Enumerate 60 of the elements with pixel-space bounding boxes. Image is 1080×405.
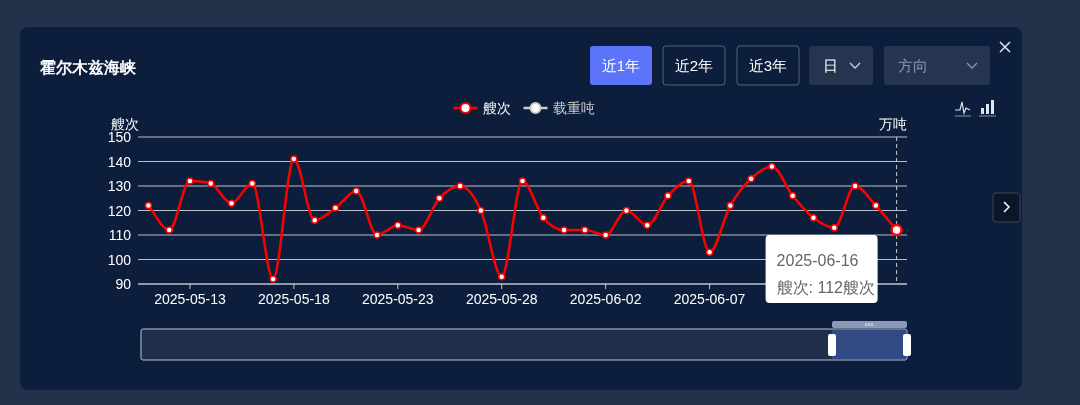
point — [851, 182, 859, 190]
point — [165, 226, 173, 234]
y-tick-label: 100 — [107, 251, 132, 268]
y2-axis-title: 万吨 — [879, 116, 907, 132]
point — [788, 192, 797, 200]
point — [809, 214, 818, 222]
x-tick-label: 2025-05-18 — [258, 291, 330, 307]
control: 近2年 — [662, 45, 726, 86]
y-axis-title: 艘次 — [111, 116, 139, 132]
point — [435, 194, 444, 202]
point — [352, 187, 360, 195]
tooltip: 2025-06-16 艘次: 112艘次 — [765, 235, 878, 304]
control: 近3年 — [736, 45, 800, 86]
point — [518, 177, 527, 185]
y-tick-label: 130 — [107, 178, 132, 194]
x-tick-label: 2025-06-02 — [569, 291, 642, 307]
point — [310, 216, 319, 225]
point — [206, 179, 215, 188]
chart-title: 霍尔木兹海峡 — [39, 59, 137, 76]
annotation: 2025-06-16 艘次: 112艘次 — [776, 252, 876, 297]
y-tick-label: 140 — [107, 153, 132, 170]
control: 近1年 — [590, 46, 652, 85]
point — [830, 223, 839, 232]
point — [248, 179, 257, 188]
point — [290, 155, 298, 163]
point — [601, 231, 610, 239]
point — [477, 206, 485, 215]
x-tick-label: 2025-05-13 — [154, 291, 226, 307]
point — [622, 206, 631, 215]
point — [373, 231, 381, 239]
point — [768, 162, 776, 171]
point — [664, 192, 672, 200]
point — [269, 275, 277, 283]
y-tick-label: 90 — [115, 276, 132, 292]
control: 方向 — [884, 46, 990, 85]
control: 日 — [809, 46, 873, 85]
point — [726, 201, 735, 210]
point — [705, 248, 714, 256]
point — [394, 221, 402, 229]
x-tick-label: 2025-06-07 — [673, 291, 746, 307]
point — [560, 226, 568, 234]
point — [414, 226, 423, 234]
legend-label: 艘次 — [482, 100, 511, 116]
legend-label: 载重吨 — [552, 100, 595, 116]
y-tick-label: 120 — [107, 202, 132, 219]
point — [539, 214, 548, 222]
point — [227, 199, 236, 207]
point — [643, 221, 651, 229]
point — [186, 177, 194, 185]
point — [331, 204, 340, 212]
point — [497, 272, 506, 281]
point — [685, 177, 693, 185]
point — [144, 201, 153, 210]
point — [747, 174, 755, 183]
point — [872, 201, 880, 210]
x-tick-label: 2025-05-28 — [465, 291, 538, 307]
point — [581, 226, 589, 234]
point — [456, 182, 464, 190]
x-tick-label: 2025-05-23 — [361, 291, 434, 307]
y-tick-label: 110 — [108, 227, 132, 243]
